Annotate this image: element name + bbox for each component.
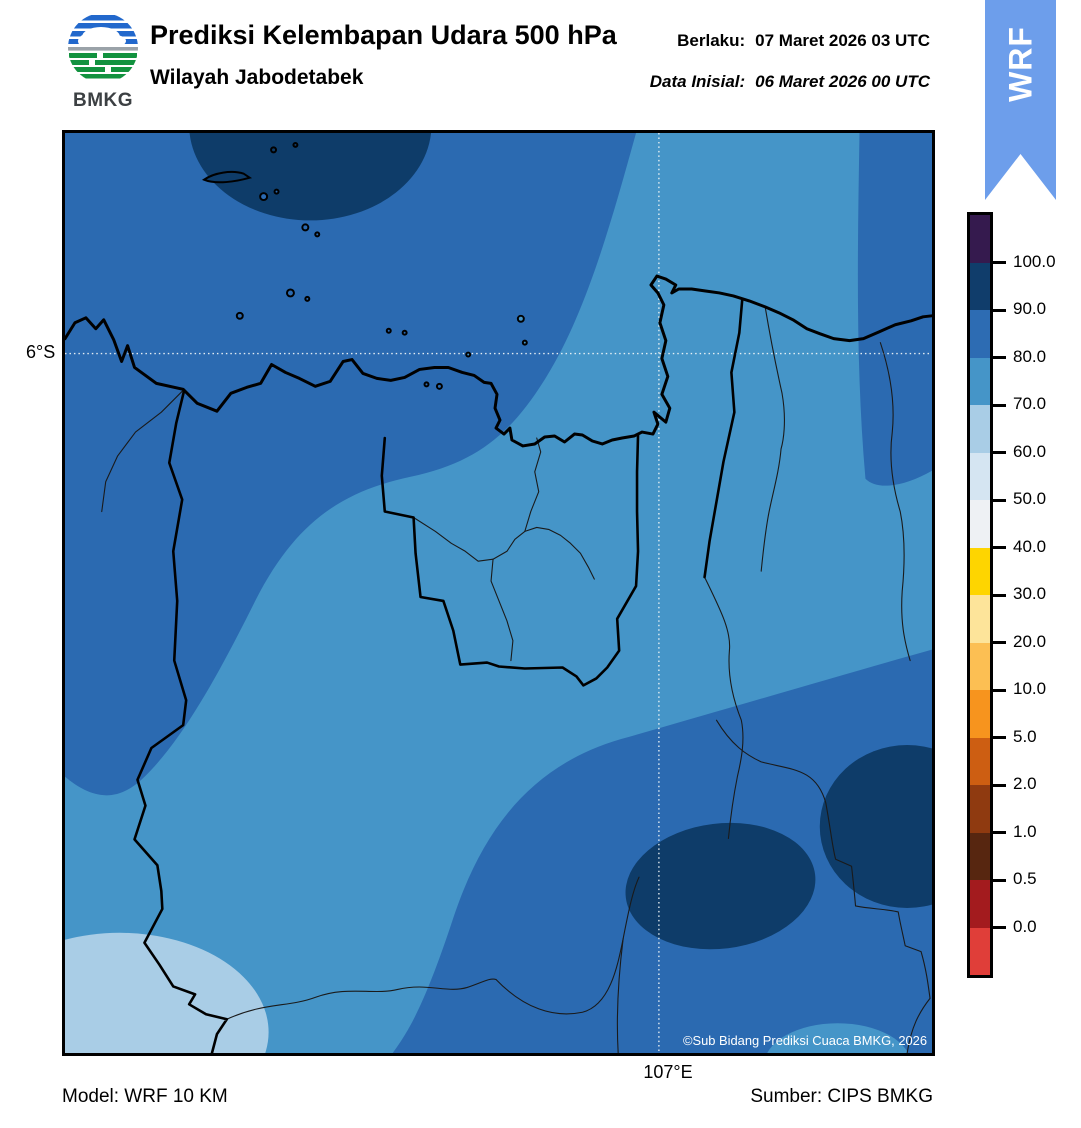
colorbar-segment: [970, 547, 990, 595]
map-svg: ©Sub Bidang Prediksi Cuaca BMKG, 2026: [65, 133, 932, 1053]
colorbar-tick: [993, 451, 1006, 454]
contour-fill-80-90-rightband: [857, 133, 932, 486]
contour-fill-60-70-bottomleft: [65, 932, 269, 1053]
colorbar-tick: [993, 403, 1006, 407]
colorbar-tick: [993, 736, 1006, 739]
colorbar-segment: [970, 405, 990, 453]
initial-time-value: 06 Maret 2026 00 UTC: [755, 72, 930, 91]
valid-time-value: 07 Maret 2026 03 UTC: [755, 31, 930, 50]
colorbar-segment: [970, 737, 990, 785]
wrf-ribbon-label: WRF: [1002, 26, 1038, 102]
colorbar-tick-label: 2.0: [1013, 774, 1037, 793]
colorbar-tick-label: 80.0: [1013, 346, 1047, 366]
coastline-path: [65, 274, 932, 448]
footer-source-label: Sumber: CIPS BMKG: [750, 1086, 933, 1107]
colorbar-tick-label: 0.0: [1013, 916, 1037, 936]
colorbar-tick: [993, 641, 1006, 644]
page-subtitle: Wilayah Jabodetabek: [150, 66, 364, 89]
province-borders: [133, 297, 744, 1053]
contour-fill-90-100-top: [189, 133, 432, 221]
colorbar-tick: [993, 688, 1006, 692]
map-copyright: ©Sub Bidang Prediksi Cuaca BMKG, 2026: [683, 1033, 927, 1048]
colorbar-tick-label: 70.0: [1013, 394, 1047, 413]
colorbar-segment: [970, 262, 990, 310]
contour-fill-80-90-topleft: [65, 133, 637, 796]
valid-time: Berlaku: 07 Maret 2026 03 UTC: [677, 31, 930, 51]
valid-time-label: Berlaku:: [677, 31, 746, 50]
colorbar-segment: [970, 452, 990, 500]
lon-axis-label: 107°E: [643, 1062, 693, 1082]
colorbar-tick-label: 30.0: [1013, 584, 1047, 603]
colorbar-segments: [967, 212, 993, 978]
colorbar-tick: [993, 261, 1006, 264]
footer-model-label: Model: WRF 10 KM: [62, 1086, 228, 1107]
colorbar-tick-label: 20.0: [1013, 631, 1047, 651]
colorbar-tick: [993, 498, 1006, 502]
bmkg-logo-icon: [68, 13, 138, 83]
colorbar-tick: [993, 831, 1006, 834]
colorbar-tick: [993, 783, 1006, 787]
colorbar-tick: [993, 308, 1006, 312]
colorbar-tick: [993, 546, 1006, 549]
colorbar-tick-label: 50.0: [1013, 489, 1047, 508]
colorbar-segment: [970, 357, 990, 405]
colorbar-segment: [970, 880, 990, 928]
lat-axis-label: 6°S: [26, 342, 56, 362]
bmkg-logo: BMKG: [62, 12, 144, 112]
colorbar-segment: [970, 927, 990, 975]
colorbar-segment: [970, 215, 990, 263]
map-canvas: ©Sub Bidang Prediksi Cuaca BMKG, 2026: [62, 130, 935, 1056]
colorbar-tick: [993, 878, 1006, 882]
colorbar-segment: [970, 832, 990, 880]
page-title: Prediksi Kelembapan Udara 500 hPa: [150, 20, 617, 50]
contour-fill-90-100-right: [819, 745, 932, 908]
district-borders: [101, 306, 931, 1053]
colorbar-segment: [970, 310, 990, 358]
colorbar-tick: [993, 593, 1006, 597]
colorbar-segment: [970, 500, 990, 548]
initial-time: Data Inisial: 06 Maret 2026 00 UTC: [650, 72, 930, 92]
bmkg-logo-text: BMKG: [72, 90, 134, 111]
islands: [201, 141, 528, 390]
colorbar-tick: [993, 356, 1006, 359]
contour-fill-90-100-bottom: [625, 822, 816, 950]
initial-time-label: Data Inisial:: [649, 72, 746, 91]
colorbar-segment: [970, 785, 990, 833]
wrf-ribbon: WRF: [985, 0, 1056, 200]
colorbar-segment: [970, 642, 990, 690]
colorbar-tick-label: 40.0: [1013, 536, 1047, 556]
colorbar-tick-label: 1.0: [1013, 821, 1037, 841]
colorbar-tick-label: 100.0: [1013, 251, 1056, 271]
colorbar-tick-label: 60.0: [1013, 441, 1047, 461]
colorbar-tick: [993, 926, 1006, 929]
colorbar-tick-label: 90.0: [1013, 299, 1047, 318]
colorbar-segment: [970, 595, 990, 643]
colorbar-tick-label: 0.5: [1013, 869, 1037, 888]
contour-fill-70-80-bottompatch: [767, 1023, 909, 1053]
colorbar-tick-label: 5.0: [1013, 726, 1037, 746]
colorbar-tick-label: 10.0: [1013, 679, 1047, 698]
colorbar-segment: [970, 690, 990, 738]
